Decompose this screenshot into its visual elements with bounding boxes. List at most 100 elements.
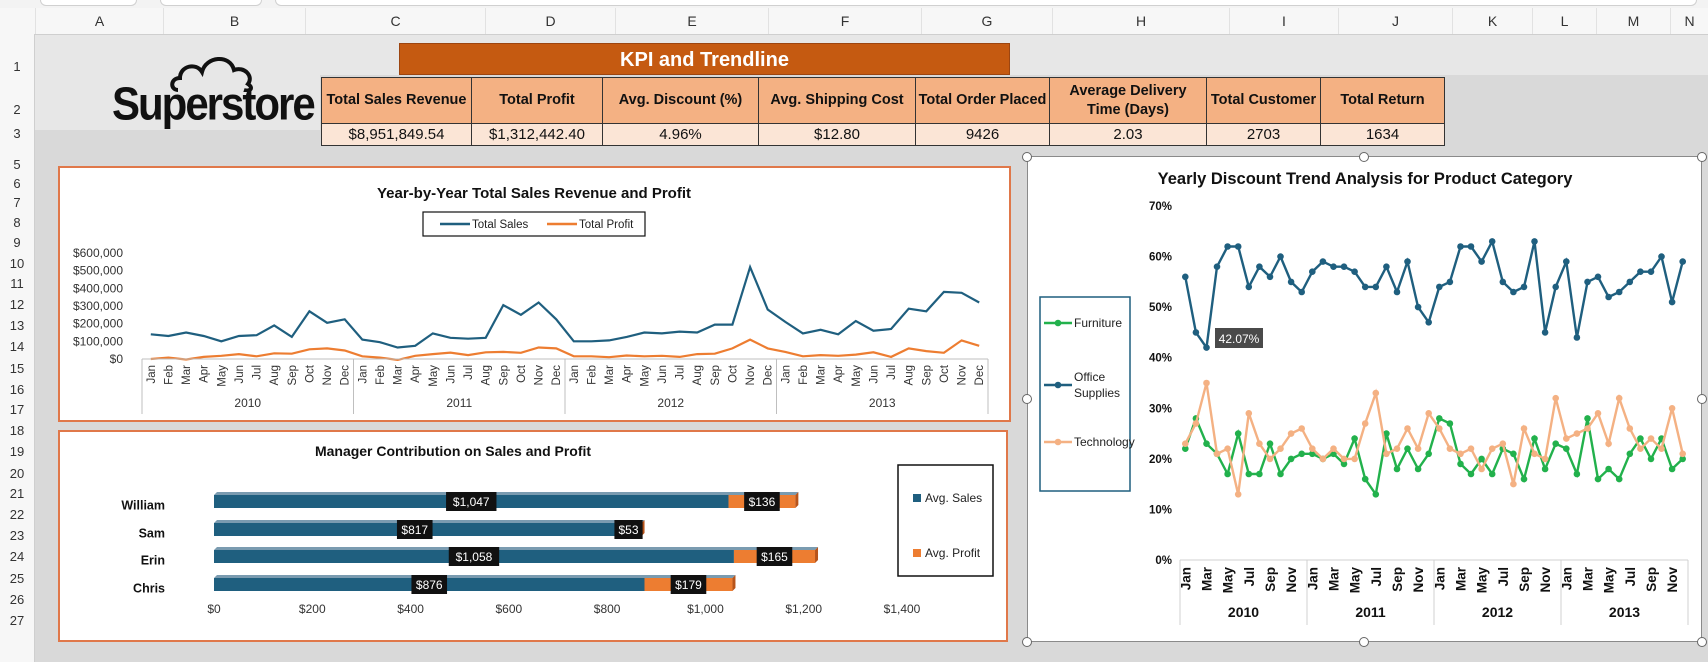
resize-handle[interactable] (1359, 152, 1369, 162)
data-point-technology (1393, 445, 1401, 453)
column-header-h: H (1052, 8, 1229, 34)
kpi-value-customers[interactable]: 2703 (1206, 123, 1321, 146)
kpi-value-sales[interactable]: $8,951,849.54 (321, 123, 472, 146)
data-point-furniture (1520, 475, 1528, 483)
data-point-furniture (1287, 455, 1295, 463)
row-header-10: 10 (9, 256, 25, 271)
column-header-k: K (1452, 8, 1532, 34)
bar-side-face (795, 492, 799, 508)
x-tick-month: May (851, 365, 863, 387)
toolbar-tab[interactable] (160, 0, 262, 6)
resize-handle[interactable] (1697, 152, 1707, 162)
data-point-furniture (1393, 465, 1401, 473)
data-point-office-supplies (1446, 278, 1454, 286)
kpi-header-delivery[interactable]: Average Delivery Time (Days) (1049, 77, 1207, 124)
x-tick-year: 2013 (869, 396, 896, 410)
x-tick-year: 2013 (1609, 604, 1640, 620)
legend-swatch-sales (913, 494, 921, 502)
x-tick-month: Oct (304, 364, 316, 383)
x-tick-month: Jun (234, 365, 246, 384)
data-label-bg (396, 520, 433, 539)
chart-legend (422, 211, 646, 237)
kpi-value-delivery[interactable]: 2.03 (1049, 123, 1207, 146)
data-point-technology (1594, 410, 1602, 417)
kpi-value-returns[interactable]: 1634 (1320, 123, 1445, 146)
sales-profit-chart[interactable]: Year-by-Year Total Sales Revenue and Pro… (58, 166, 1011, 422)
legend-label-furniture: Furniture (1074, 316, 1122, 330)
data-point-office-supplies (1679, 258, 1686, 265)
legend-label-sales: Total Sales (472, 219, 529, 231)
resize-handle[interactable] (1359, 637, 1369, 647)
x-tick-month: Sep (1517, 567, 1532, 592)
resize-handle[interactable] (1022, 637, 1032, 647)
data-point-technology (1563, 435, 1570, 442)
data-point-technology (1541, 455, 1549, 463)
data-point-furniture (1563, 445, 1570, 453)
data-point-furniture (1383, 430, 1390, 437)
manager-chart[interactable]: Manager Contribution on Sales and Profit… (58, 430, 1008, 642)
resize-handle[interactable] (1697, 637, 1707, 647)
formula-bar[interactable] (275, 0, 1697, 6)
toolbar-tab[interactable] (40, 0, 137, 6)
data-point-office-supplies (1626, 278, 1634, 286)
x-tick-month: May (1475, 567, 1490, 594)
x-tick-month: Mar (393, 365, 405, 385)
data-point-office-supplies (1605, 293, 1612, 301)
kpi-value-orders[interactable]: 9426 (915, 123, 1050, 146)
kpi-value-profit[interactable]: $1,312,442.40 (471, 123, 603, 146)
data-point-technology (1298, 425, 1305, 432)
data-point-furniture (1531, 435, 1538, 442)
bar-top-face (214, 492, 799, 495)
kpi-header-discount[interactable]: Avg. Discount (%) (602, 77, 759, 124)
kpi-header-customers[interactable]: Total Customer (1206, 77, 1321, 124)
kpi-header-returns[interactable]: Total Return (1320, 77, 1445, 124)
x-tick-month: Mar (1580, 566, 1595, 591)
discount-trend-chart[interactable]: Yearly Discount Trend Analysis for Produ… (1027, 156, 1702, 642)
x-tick-label: $800 (594, 602, 621, 616)
row-header-17: 17 (9, 402, 25, 417)
kpi-value-discount[interactable]: 4.96% (602, 123, 759, 146)
resize-handle[interactable] (1022, 394, 1032, 404)
data-point-technology (1647, 435, 1655, 442)
x-tick-month: Oct (516, 364, 528, 383)
row-header-9: 9 (13, 235, 21, 250)
x-tick-label: $1,200 (785, 602, 822, 616)
data-point-furniture (1245, 470, 1253, 478)
data-point-furniture (1351, 435, 1358, 442)
kpi-title[interactable]: KPI and Trendline (399, 43, 1010, 75)
data-point-furniture (1372, 491, 1380, 498)
legend-marker-office-supplies (1054, 381, 1062, 389)
x-tick-month: Mar (816, 365, 828, 385)
data-point-office-supplies (1563, 258, 1570, 265)
x-tick-month: Jan (1305, 567, 1320, 590)
data-point-office-supplies (1594, 273, 1602, 281)
data-label-bg (446, 492, 497, 511)
data-point-furniture (1203, 440, 1210, 448)
resize-handle[interactable] (1697, 394, 1707, 404)
x-tick-month: Aug (904, 365, 916, 385)
x-tick-label: $0 (207, 602, 221, 616)
resize-handle[interactable] (1022, 152, 1032, 162)
data-point-furniture (1330, 450, 1337, 458)
data-point-furniture (1573, 470, 1581, 478)
kpi-header-sales[interactable]: Total Sales Revenue (321, 77, 472, 124)
data-point-office-supplies (1319, 258, 1327, 265)
data-point-office-supplies (1668, 298, 1676, 306)
kpi-header-shipping[interactable]: Avg. Shipping Cost (758, 77, 916, 124)
kpi-header-orders[interactable]: Total Order Placed (915, 77, 1050, 124)
kpi-header-profit[interactable]: Total Profit (471, 77, 603, 124)
x-tick-month: Jan (146, 365, 158, 384)
x-tick-month: Jan (1178, 567, 1193, 590)
data-point-office-supplies (1499, 278, 1507, 286)
data-point-furniture (1182, 445, 1189, 453)
data-point-furniture (1266, 440, 1274, 448)
x-tick-month: Mar (604, 365, 616, 385)
y-tick-label: 70% (1149, 201, 1172, 213)
kpi-value-shipping[interactable]: $12.80 (758, 123, 916, 146)
x-tick-year: 2012 (1482, 604, 1513, 620)
x-tick-month: Oct (939, 364, 951, 383)
data-point-office-supplies (1298, 288, 1305, 296)
column-header-g: G (921, 8, 1052, 34)
x-tick-month: Dec (974, 365, 986, 386)
data-point-furniture (1467, 470, 1475, 478)
